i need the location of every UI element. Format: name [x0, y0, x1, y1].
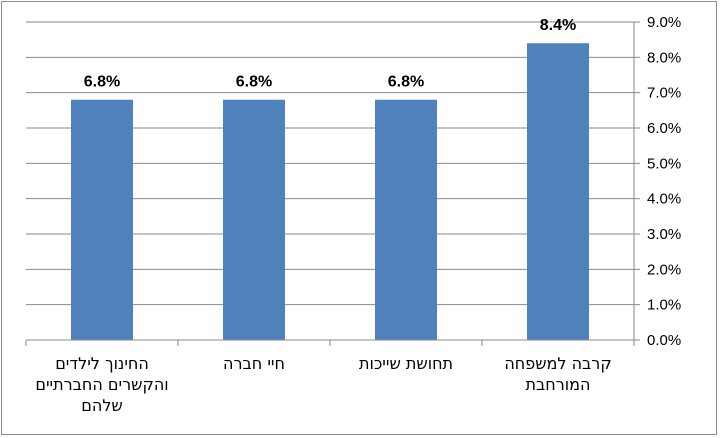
y-tick-label: 2.0% [647, 261, 681, 278]
data-labels: 6.8% 6.8% 6.8% 8.4% [84, 17, 576, 91]
data-label: 6.8% [84, 74, 120, 91]
data-label: 8.4% [540, 17, 576, 34]
y-tick-label: 3.0% [647, 226, 681, 243]
bar [375, 99, 437, 340]
y-tick-label: 8.0% [647, 49, 681, 66]
data-label: 6.8% [388, 74, 424, 91]
y-tick-label: 5.0% [647, 155, 681, 172]
x-category-label: החינוך לילדים והקשרים החברתיים שלהם [35, 354, 169, 415]
y-tick-label: 1.0% [647, 297, 681, 314]
bars [71, 43, 589, 340]
y-tick-label: 0.0% [647, 332, 681, 349]
y-tick-label: 6.0% [647, 120, 681, 137]
bar [223, 99, 285, 340]
bar [71, 99, 133, 340]
axes: 0.0% 1.0% 2.0% 3.0% 4.0% 5.0% 6.0% 7.0% 8.0% 9.0% [25, 14, 681, 349]
x-category-label: תחושת שייכות [358, 354, 454, 373]
y-tick-label: 4.0% [647, 191, 681, 208]
bar [527, 43, 589, 340]
y-tick-label: 7.0% [647, 85, 681, 102]
data-label: 6.8% [236, 74, 272, 91]
x-category-label: קרבה למשפחה המורחבת [504, 354, 612, 394]
x-category-label: חיי חברה [223, 354, 285, 373]
y-tick-label: 9.0% [647, 14, 681, 31]
